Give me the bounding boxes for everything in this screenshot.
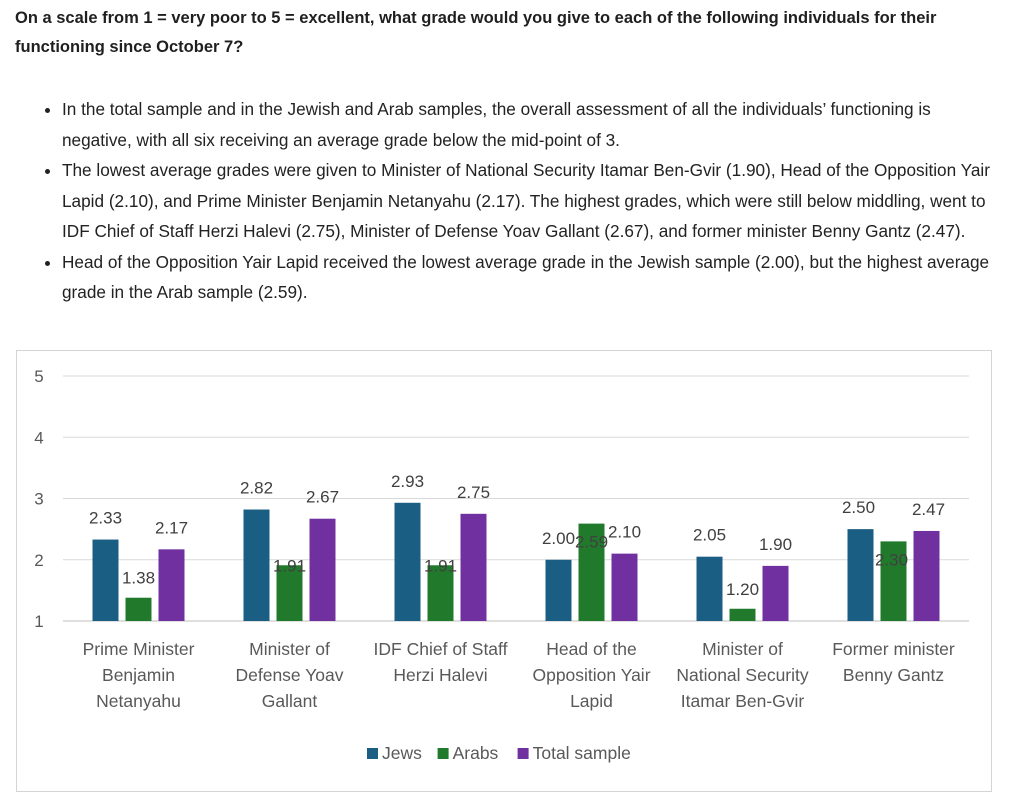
legend-swatch-jews xyxy=(367,748,378,759)
category-label: Head of the xyxy=(546,639,636,659)
data-label: 2.50 xyxy=(842,498,875,517)
category-label: Opposition Yair xyxy=(532,665,650,685)
category-label: Herzi Halevi xyxy=(393,665,487,685)
data-label: 2.59 xyxy=(575,533,608,552)
bar-total-sample xyxy=(611,553,638,621)
data-label: 2.82 xyxy=(240,479,273,498)
bar-arabs xyxy=(729,608,756,621)
data-label: 1.20 xyxy=(726,580,759,599)
category-label: Minister of xyxy=(702,639,783,659)
category-label: IDF Chief of Staff xyxy=(374,639,508,659)
question-heading: On a scale from 1 = very poor to 5 = exc… xyxy=(15,9,937,56)
y-tick-label: 3 xyxy=(34,490,43,509)
category-label: Former minister xyxy=(832,639,955,659)
bar-jews xyxy=(92,539,119,621)
bar-total-sample xyxy=(309,518,336,621)
y-tick-label: 5 xyxy=(34,367,43,386)
category-label: Defense Yoav xyxy=(235,665,343,685)
data-label: 2.47 xyxy=(912,500,945,519)
category-label: Minister of xyxy=(249,639,330,659)
data-label: 2.30 xyxy=(875,550,908,569)
bar-jews xyxy=(243,509,270,621)
finding-item: In the total sample and in the Jewish an… xyxy=(62,94,1000,155)
data-label: 1.91 xyxy=(273,556,306,575)
bar-jews xyxy=(394,502,421,621)
bar-arabs xyxy=(578,523,605,621)
data-label: 2.00 xyxy=(542,529,575,548)
finding-item: The lowest average grades were given to … xyxy=(62,155,1000,247)
category-label: Netanyahu xyxy=(96,691,181,711)
bar-arabs xyxy=(276,565,303,621)
grade-bar-chart: 1 2 3 4 5 2.33 1.38 2.17 Prime Minister Benjamin N… xyxy=(34,367,969,763)
bar-jews xyxy=(545,559,572,621)
data-label: 1.91 xyxy=(424,556,457,575)
legend-label: Jews xyxy=(382,743,422,763)
data-label: 2.17 xyxy=(155,518,188,537)
category-label: Benjamin xyxy=(102,665,175,685)
finding-item: Head of the Opposition Yair Lapid receiv… xyxy=(62,247,1000,308)
bar-total-sample xyxy=(158,549,185,621)
data-label: 2.05 xyxy=(693,526,726,545)
legend-swatch-total-sample xyxy=(517,748,529,759)
y-tick-label: 1 xyxy=(34,612,43,631)
category-label: Gallant xyxy=(262,691,318,711)
data-label: 2.75 xyxy=(457,483,490,502)
bar-arabs xyxy=(880,541,907,621)
category-label: Itamar Ben-Gvir xyxy=(681,691,805,711)
legend-swatch-arabs xyxy=(437,748,449,759)
bar-total-sample xyxy=(460,513,487,621)
bar-jews xyxy=(847,529,874,621)
data-label: 2.10 xyxy=(608,523,641,542)
data-label: 2.67 xyxy=(306,488,339,507)
bar-total-sample xyxy=(762,565,789,621)
bar-jews xyxy=(696,556,723,621)
data-label: 2.33 xyxy=(89,509,122,528)
data-label: 2.93 xyxy=(391,472,424,491)
category-label: Prime Minister xyxy=(83,639,195,659)
bar-total-sample xyxy=(913,530,940,621)
category-label: Lapid xyxy=(570,691,613,711)
category-label: National Security xyxy=(676,665,809,685)
findings-list: In the total sample and in the Jewish an… xyxy=(0,94,1000,308)
legend-label: Total sample xyxy=(533,743,631,763)
y-tick-label: 2 xyxy=(34,551,43,570)
category-label: Benny Gantz xyxy=(843,665,944,685)
legend-label: Arabs xyxy=(453,743,499,763)
y-tick-label: 4 xyxy=(34,428,43,447)
data-label: 1.90 xyxy=(759,535,792,554)
data-label: 1.38 xyxy=(122,569,155,588)
bar-arabs xyxy=(125,597,152,621)
chart-frame: 1 2 3 4 5 2.33 1.38 2.17 Prime Minister Benjamin N… xyxy=(16,350,992,792)
bar-arabs xyxy=(427,565,454,621)
